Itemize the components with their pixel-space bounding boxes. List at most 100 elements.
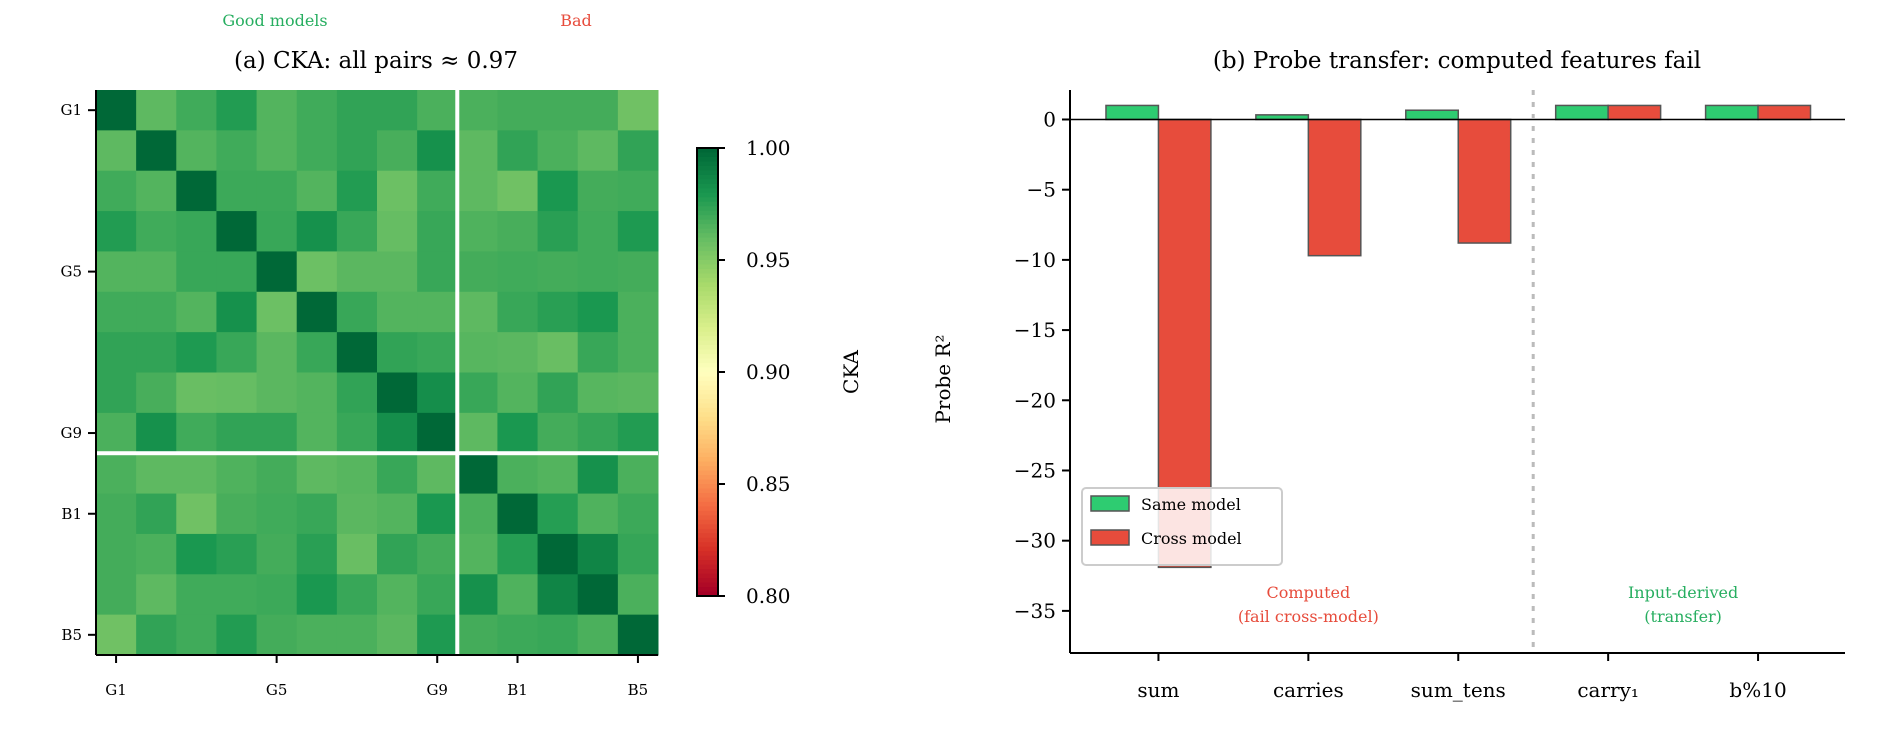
heatmap-cell (256, 533, 298, 575)
colorbar-label: CKA (839, 350, 863, 394)
heatmap-cell (537, 574, 579, 616)
legend-swatch-same (1090, 495, 1130, 512)
colorbar-segment (697, 358, 718, 364)
heatmap-cell (497, 453, 539, 495)
annotation-text: Input-derived (1628, 583, 1738, 602)
colorbar-segment (697, 385, 718, 391)
colorbar-segment (697, 318, 718, 324)
x-tick-label: carry₁ (1577, 678, 1639, 702)
heatmap-cell (96, 574, 137, 616)
heatmap-cell (377, 170, 418, 212)
colorbar-segment (697, 156, 718, 163)
heatmap-cell (216, 90, 258, 131)
heatmap-cell (296, 493, 338, 535)
bar-same-4 (1704, 104, 1759, 121)
heatmap-cell (296, 211, 338, 252)
heatmap-cell (457, 130, 498, 172)
colorbar-segment (697, 555, 718, 561)
colorbar-segment (697, 546, 718, 552)
heatmap-cell (136, 291, 177, 333)
colorbar-segment (697, 470, 718, 476)
colorbar-segment (697, 425, 718, 431)
heatmap-title: (a) CKA: all pairs ≈ 0.97 (234, 48, 518, 74)
annotation-text: (transfer) (1644, 607, 1722, 626)
heatmap-cell (96, 453, 137, 495)
heatmap-cell (577, 574, 619, 616)
heatmap-cell (497, 90, 539, 131)
heatmap-cell (336, 574, 378, 616)
heatmap-cell (377, 533, 418, 575)
heatmap-cell (457, 90, 498, 131)
colorbar-segment (697, 560, 718, 566)
colorbar-segment (697, 443, 718, 449)
colorbar-segment (697, 277, 718, 283)
heatmap-x-tick-label: G1 (105, 681, 127, 699)
heatmap-cell (617, 211, 659, 252)
colorbar-segment (697, 475, 718, 481)
heatmap-cell (136, 453, 177, 495)
heatmap-y-tick-label: B1 (61, 505, 82, 523)
heatmap-cell (497, 291, 539, 333)
colorbar-segment (697, 380, 718, 387)
y-tick-label: 0 (1043, 107, 1056, 131)
heatmap-cell (296, 574, 338, 616)
heatmap-cell (377, 453, 418, 495)
heatmap-cell (617, 170, 659, 212)
colorbar-segment (697, 349, 718, 355)
heatmap-cell (336, 170, 378, 212)
heatmap-cell (136, 372, 177, 414)
heatmap-cell (457, 332, 498, 373)
heatmap-cell (256, 412, 298, 454)
heatmap-cell (497, 574, 539, 616)
colorbar-segment (697, 524, 718, 530)
colorbar-segment (697, 201, 718, 207)
annotation-text: Computed (1266, 583, 1350, 602)
heatmap-cell (96, 332, 137, 373)
heatmap-cell (377, 614, 418, 656)
heatmap-y-tick-label: G1 (60, 101, 82, 119)
heatmap-cell (377, 211, 418, 252)
heatmap-cell (296, 453, 338, 495)
y-tick-label: −25 (1014, 458, 1056, 482)
heatmap-cell (377, 412, 418, 454)
heatmap-cell (96, 614, 137, 656)
colorbar-segment (697, 255, 718, 261)
colorbar-segment (697, 228, 718, 234)
heatmap-cell (96, 372, 137, 414)
colorbar-segment (697, 273, 718, 279)
heatmap-cell (296, 130, 338, 172)
heatmap-cell (336, 291, 378, 333)
colorbar-segment (697, 161, 718, 167)
heatmap-cell (96, 251, 137, 293)
colorbar-segment (697, 260, 718, 266)
colorbar-segment (697, 165, 718, 171)
heatmap-cell (417, 372, 458, 414)
heatmap-y-tick-label: G5 (60, 263, 82, 281)
heatmap-cell (457, 493, 498, 535)
bar-cross-1 (1307, 118, 1362, 257)
heatmap-cell (537, 332, 579, 373)
heatmap-cell (136, 493, 177, 535)
heatmap-cell (377, 574, 418, 616)
heatmap-cell (256, 493, 298, 535)
heatmap-cell (457, 170, 498, 212)
colorbar-segment (697, 533, 718, 539)
bar-same-0 (1105, 104, 1160, 121)
heatmap-cell (256, 291, 298, 333)
colorbar-segment (697, 466, 718, 472)
heatmap-cell (296, 332, 338, 373)
heatmap-cell (617, 291, 659, 333)
heatmap-cell (497, 372, 539, 414)
legend: Same model Cross model (1081, 487, 1283, 566)
colorbar-tick-label: 0.85 (746, 472, 791, 496)
colorbar-segment (697, 183, 718, 189)
heatmap-cell (296, 291, 338, 333)
heatmap-cell (577, 412, 619, 454)
heatmap-cell (136, 614, 177, 656)
y-tick-label: −10 (1014, 248, 1056, 272)
colorbar-segment (697, 582, 718, 588)
heatmap-cell (176, 211, 217, 252)
heatmap-cell (537, 170, 579, 212)
colorbar-segment (697, 210, 718, 216)
colorbar-segment (697, 376, 718, 382)
